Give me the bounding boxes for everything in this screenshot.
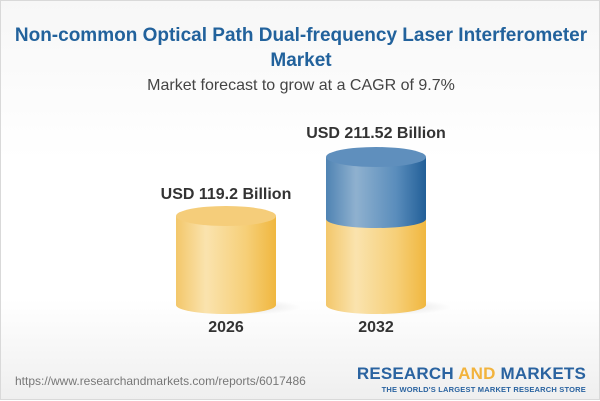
bar-2026 — [176, 206, 301, 315]
bar-2032 — [326, 147, 451, 315]
source-url[interactable]: https://www.researchandmarkets.com/repor… — [15, 374, 306, 388]
brand-logo[interactable]: RESEARCH AND MARKETS THE WORLD'S LARGEST… — [357, 365, 586, 395]
data-label-2032: USD 211.52 Billion — [306, 125, 446, 142]
brand-name: RESEARCH AND MARKETS — [357, 365, 586, 383]
brand-word-markets: MARKETS — [500, 364, 586, 383]
brand-word-and: AND — [458, 364, 496, 383]
chart-subtitle: Market forecast to grow at a CAGR of 9.7… — [147, 77, 455, 94]
x-label-2032: 2032 — [358, 319, 394, 336]
x-label-2026: 2026 — [208, 319, 244, 336]
brand-word-research: RESEARCH — [356, 364, 454, 383]
data-label-2026: USD 119.2 Billion — [160, 186, 292, 203]
chart-title: Non-common Optical Path Dual-frequency L… — [14, 25, 588, 71]
brand-tagline: THE WORLD'S LARGEST MARKET RESEARCH STOR… — [381, 385, 586, 394]
